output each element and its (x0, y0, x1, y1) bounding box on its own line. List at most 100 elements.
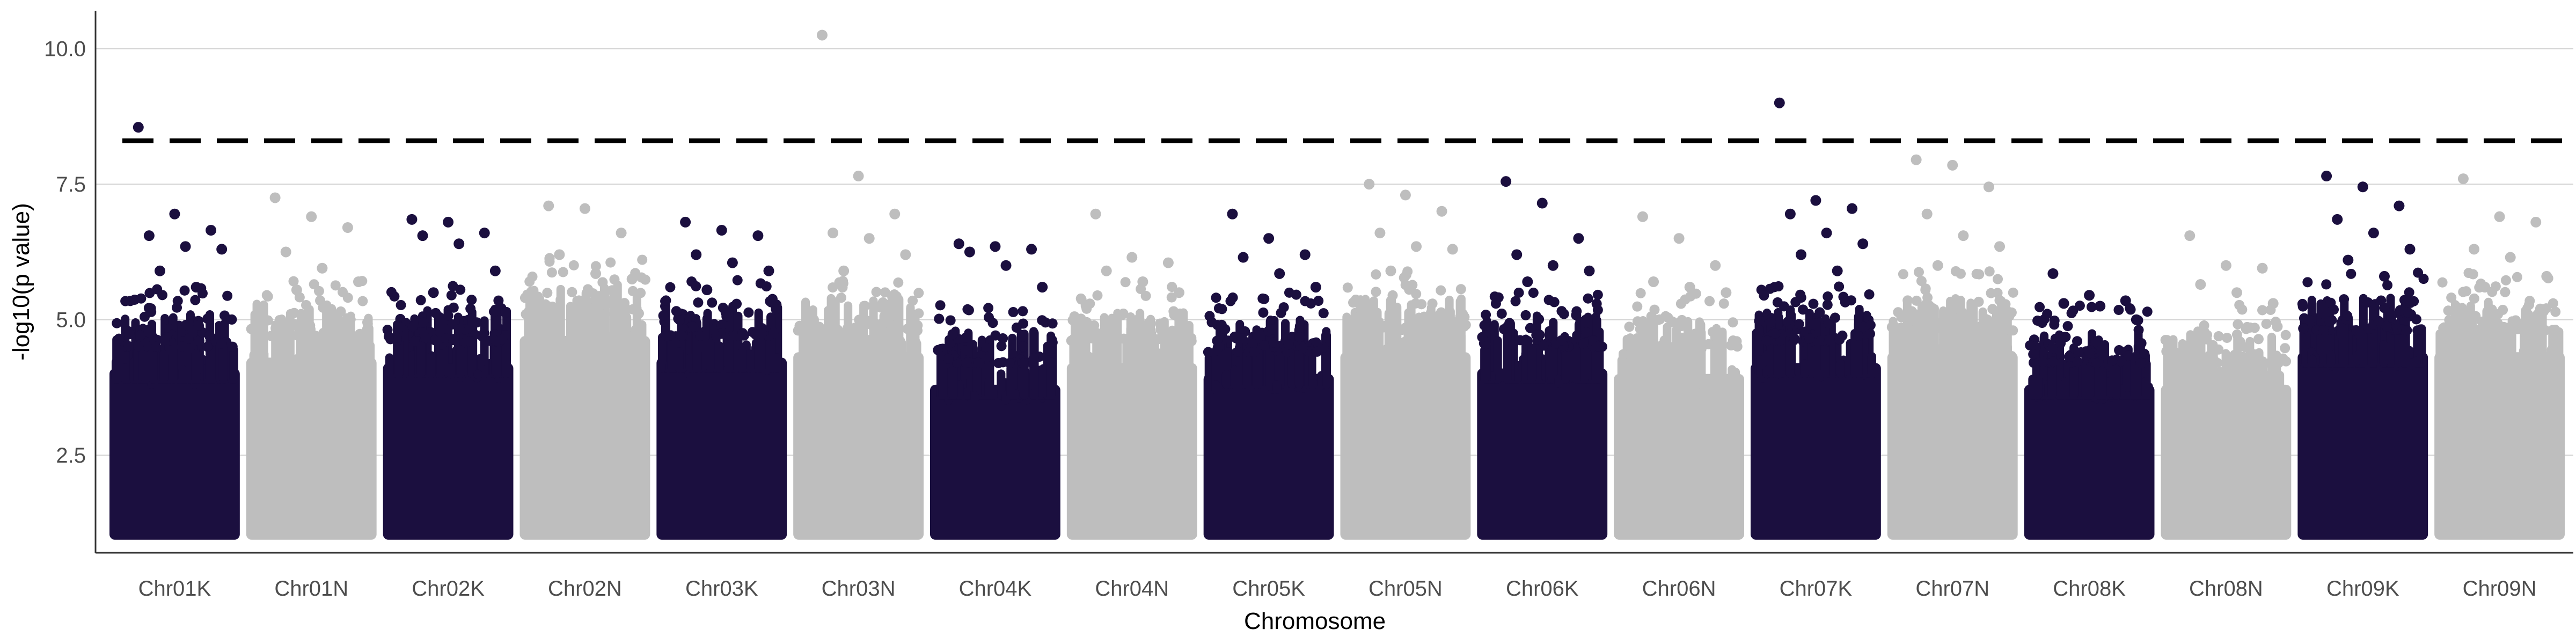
data-point (2237, 304, 2248, 315)
data-point (133, 341, 144, 352)
data-point (142, 341, 152, 352)
data-point (983, 303, 994, 313)
data-point (2253, 334, 2264, 345)
peak-point (1573, 233, 1584, 244)
data-point (1418, 323, 1429, 333)
data-point (2273, 357, 2284, 368)
data-point (1342, 282, 1353, 293)
data-point (2382, 280, 2393, 290)
data-point (1081, 317, 1092, 327)
data-point (466, 295, 477, 305)
peak-point (1299, 249, 1311, 260)
data-point (219, 310, 230, 321)
data-point (2445, 320, 2455, 331)
data-point (1186, 335, 1197, 346)
peak-point (1238, 252, 1249, 263)
y-axis-title: -log10(p value) (8, 203, 34, 361)
chromosome-points-chr08k (2024, 268, 2155, 540)
data-point (1591, 298, 1602, 309)
data-point (858, 320, 868, 331)
chromosome-points-chr05k (1203, 208, 1334, 540)
data-point (793, 325, 803, 336)
data-point (2468, 325, 2479, 336)
data-point (1086, 333, 1097, 343)
data-point (1677, 314, 1687, 325)
data-point (123, 341, 134, 352)
data-point (1814, 307, 1825, 318)
data-point (2550, 306, 2561, 317)
chromosome-points-chr07n (1886, 154, 2018, 540)
x-tick-label: Chr03N (822, 577, 896, 601)
data-point (394, 322, 405, 333)
axes (94, 11, 2573, 554)
data-point (415, 295, 426, 305)
data-point (1011, 322, 1022, 333)
data-point (266, 331, 276, 341)
data-point (396, 299, 406, 310)
data-point (609, 274, 620, 285)
data-point (544, 302, 554, 313)
peak-point (2120, 295, 2131, 306)
peak-point (2321, 171, 2332, 182)
data-point (1259, 294, 1270, 304)
data-point (1528, 288, 1539, 298)
x-tick-label: Chr01N (274, 577, 348, 601)
data-point (718, 303, 728, 313)
data-point (838, 276, 848, 287)
peak-point (1227, 208, 1238, 219)
data-point (1583, 293, 1593, 304)
data-point (2222, 332, 2233, 343)
data-point (1028, 353, 1039, 363)
data-point (1510, 296, 1521, 306)
peak-point (143, 230, 155, 241)
data-point (1233, 346, 1243, 357)
peak-point (691, 249, 702, 260)
peak-point (2394, 200, 2405, 211)
data-point (1783, 316, 1794, 327)
peak-point (590, 268, 602, 279)
data-point (2486, 309, 2497, 320)
data-point (455, 324, 465, 334)
dense-points-band (1340, 352, 1471, 540)
data-point (1203, 347, 1213, 357)
data-point (963, 357, 974, 368)
data-point (2437, 277, 2448, 288)
peak-point (342, 222, 353, 233)
data-point (1387, 290, 1398, 301)
data-point (836, 292, 846, 303)
peak-point (1511, 249, 1523, 260)
data-point (1313, 296, 1324, 306)
data-point (2113, 305, 2124, 316)
data-point (607, 285, 618, 296)
peak-point (489, 265, 501, 276)
data-point (1368, 312, 1379, 323)
data-point (1167, 282, 1177, 292)
data-point (1477, 332, 1488, 342)
data-point (582, 301, 592, 311)
data-point (1865, 320, 1876, 331)
peak-point (1983, 181, 1994, 193)
peak-point (443, 216, 454, 228)
data-point (465, 336, 475, 347)
data-point (179, 285, 190, 296)
data-point (597, 277, 608, 288)
data-point (619, 298, 630, 309)
data-point (1513, 287, 1524, 298)
data-point (1659, 335, 1670, 346)
data-point (2091, 357, 2102, 368)
peak-point (2479, 282, 2491, 293)
data-point (193, 320, 204, 331)
data-point (150, 341, 161, 352)
x-tick-label: Chr05K (1232, 577, 1305, 601)
data-point (850, 323, 860, 333)
data-point (2025, 340, 2036, 351)
peak-point (1932, 260, 1943, 271)
peak-point (1637, 211, 1648, 222)
data-point (448, 302, 459, 313)
data-point (943, 353, 954, 364)
data-point (912, 325, 923, 336)
data-point (1728, 335, 1738, 346)
data-point (2028, 357, 2039, 368)
data-point (1283, 339, 1294, 350)
data-point (2060, 332, 2070, 342)
